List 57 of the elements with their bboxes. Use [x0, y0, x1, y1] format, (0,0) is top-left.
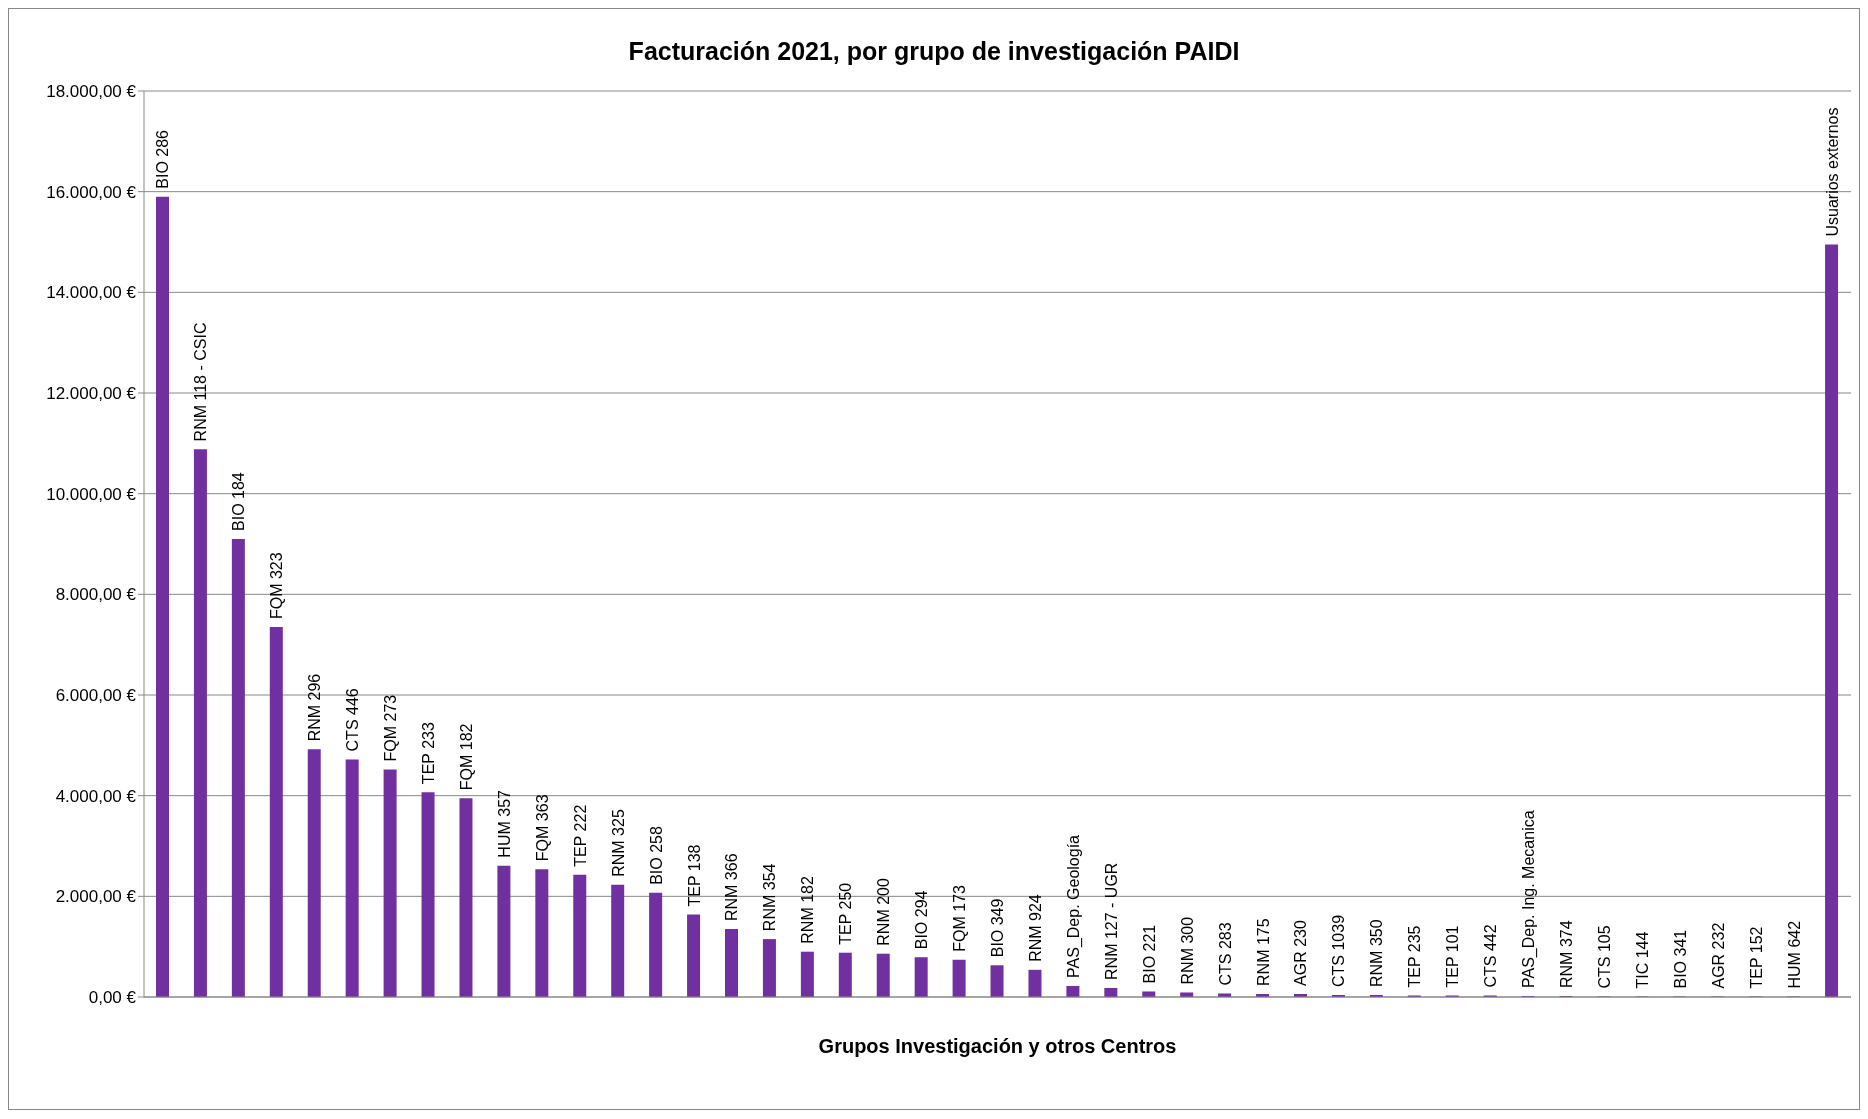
x-tick-label: FQM 173: [951, 884, 969, 952]
x-tick-label: CTS 442: [1482, 924, 1500, 988]
x-tick-label: FQM 182: [457, 723, 475, 791]
x-tick-label: CTS 446: [344, 688, 362, 752]
x-tick-label: BIO 286: [154, 129, 172, 189]
x-tick-label: HUM 642: [1785, 920, 1803, 989]
x-tick-label: RNM 118 - CSIC: [192, 322, 210, 442]
x-tick-label: PAS_Dep. Ing. Mecanica: [1520, 810, 1539, 988]
y-tick-label: 14.000,00 €: [46, 283, 137, 303]
x-tick-label: AGR 230: [1292, 920, 1310, 986]
x-tick-label: RNM 296: [306, 673, 324, 742]
x-tick-label: CTS 283: [1216, 922, 1234, 986]
chart-title: Facturación 2021, por grupo de investigación PAIDI: [627, 36, 1241, 67]
x-tick-label: TEP 152: [1747, 926, 1765, 989]
x-tick-label: CTS 1039: [1330, 914, 1348, 987]
x-tick-label: TEP 222: [571, 804, 589, 867]
x-tick-label: BIO 294: [913, 890, 931, 950]
x-tick-label: FQM 363: [533, 794, 551, 862]
x-tick-label: RNM 175: [1254, 918, 1272, 986]
y-tick-label: 16.000,00 €: [46, 182, 137, 202]
x-tick-label: BIO 258: [647, 826, 665, 885]
y-tick-label: 18.000,00 €: [46, 82, 137, 102]
x-tick-label: BIO 341: [1671, 929, 1689, 989]
x-tick-label: TIC 144: [1633, 931, 1651, 989]
y-tick-label: 6.000,00 €: [55, 686, 137, 706]
x-tick-label: RNM 325: [609, 809, 627, 877]
x-tick-label: Usuarios externos: [1823, 107, 1841, 237]
x-tick-label: BIO 221: [1140, 924, 1158, 984]
x-tick-label: FQM 273: [382, 694, 400, 762]
y-tick-label: 0,00 €: [88, 988, 137, 1008]
x-tick-label: RNM 350: [1368, 919, 1386, 987]
x-tick-label: TEP 101: [1444, 925, 1462, 988]
x-tick-label: BIO 184: [230, 472, 248, 531]
x-tick-label: RNM 200: [875, 878, 893, 946]
y-tick-label: 12.000,00 €: [46, 384, 137, 404]
x-tick-label: RNM 354: [761, 863, 779, 932]
x-tick-label: PAS_Dep. Geología: [1064, 834, 1083, 978]
x-tick-label: RNM 300: [1178, 916, 1196, 985]
y-tick-label: 8.000,00 €: [55, 585, 137, 605]
x-tick-label: RNM 366: [723, 853, 741, 922]
x-tick-label: BIO 349: [989, 898, 1007, 958]
x-tick-label: TEP 233: [420, 722, 438, 785]
x-tick-label: TEP 235: [1406, 925, 1424, 988]
x-axis-title: Grupos Investigación y otros Centros: [818, 1035, 1177, 1057]
x-tick-label: RNM 374: [1558, 920, 1576, 988]
x-tick-label: RNM 182: [799, 876, 817, 944]
x-tick-label: RNM 127 - UGR: [1102, 862, 1120, 980]
x-tick-label: TEP 138: [685, 844, 703, 907]
x-tick-label: RNM 924: [1026, 894, 1044, 962]
y-tick-label: 4.000,00 €: [55, 786, 137, 806]
x-tick-label: FQM 323: [268, 552, 286, 620]
x-tick-label: CTS 105: [1595, 925, 1613, 989]
x-tick-label: HUM 357: [495, 789, 513, 858]
y-tick-label: 2.000,00 €: [55, 887, 137, 907]
y-tick-label: 10.000,00 €: [46, 484, 137, 504]
x-tick-label: TEP 250: [837, 882, 855, 945]
x-tick-label: AGR 232: [1709, 922, 1727, 989]
